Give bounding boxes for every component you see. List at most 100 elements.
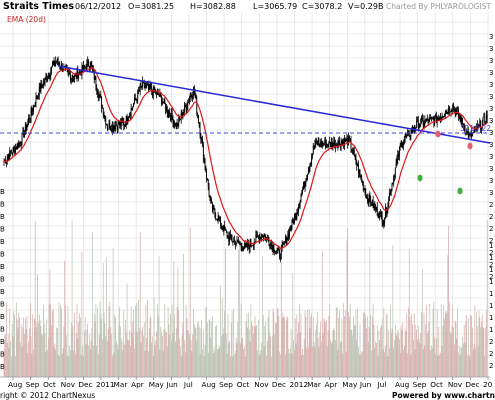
volume-bar [90, 340, 92, 377]
candle-body [115, 125, 117, 127]
volume-bar [120, 338, 122, 377]
volume-bar [298, 303, 300, 377]
volume-bar [184, 352, 186, 377]
volume-bar [411, 314, 413, 377]
volume-bar [317, 311, 318, 377]
volume-bar [55, 349, 57, 377]
candle-body [173, 122, 175, 125]
volume-bar [73, 350, 75, 377]
volume-bar [276, 322, 277, 377]
x-tick-label: Nov [61, 380, 76, 389]
candle-body [478, 124, 480, 126]
volume-bar [63, 326, 65, 377]
volume-bar [185, 305, 187, 377]
candle-body [170, 112, 172, 121]
volume-bar [458, 345, 460, 377]
volume-bar [240, 303, 242, 377]
volume-bar [41, 333, 43, 377]
volume-bar [444, 311, 446, 377]
volume-bar [135, 331, 137, 377]
candle-body [85, 67, 87, 71]
candle-body [108, 123, 110, 129]
volume-bar [127, 339, 129, 377]
volume-bar [191, 350, 193, 377]
volume-bar [22, 327, 24, 377]
price-axis-label: 3 [489, 81, 493, 89]
volume-bar [330, 343, 332, 377]
candle-body [29, 118, 31, 120]
volume-bar [415, 324, 417, 377]
volume-bar [76, 303, 78, 377]
candle-body [172, 118, 174, 125]
candle-body [39, 86, 41, 92]
volume-bar [262, 315, 264, 377]
volume-bars [3, 219, 488, 377]
candle-body [300, 196, 302, 202]
volume-bar [478, 310, 480, 377]
volume-bar [152, 356, 154, 377]
candle-body [129, 114, 131, 116]
volume-bar [175, 341, 176, 377]
volume-bar [3, 349, 5, 377]
volume-bar [125, 319, 126, 377]
x-tick-label: Oct [43, 380, 56, 389]
candle-body [98, 95, 100, 98]
candle-body [417, 119, 419, 129]
candle-body [426, 118, 427, 122]
candle-body [259, 236, 261, 242]
volume-bar [285, 354, 286, 377]
candle-body [157, 91, 159, 95]
volume-bar [397, 329, 399, 377]
volume-bar [285, 320, 287, 377]
candle-body [170, 116, 171, 121]
candle-body [212, 205, 214, 210]
candle-body [99, 95, 101, 97]
volume-bar [335, 307, 337, 377]
candle-body [289, 229, 290, 237]
volume-bar [61, 353, 63, 377]
volume-bar [339, 309, 340, 377]
candle-body [88, 66, 90, 69]
volume-bar [303, 339, 305, 377]
candle-body [329, 141, 331, 143]
price-axis-label: 2 [489, 213, 493, 221]
candle-body [370, 199, 372, 205]
x-tick-label: Aug [202, 380, 216, 389]
candle-body [166, 106, 167, 111]
candle-body [199, 126, 201, 136]
volume-bar [283, 317, 285, 377]
candle-body [311, 156, 313, 163]
candle-body [160, 92, 162, 96]
candle-body [304, 181, 306, 188]
volume-bar [151, 342, 153, 377]
volume-bar [7, 334, 9, 377]
volume-bar [248, 329, 250, 377]
candle-body [477, 124, 479, 126]
volume-bar [371, 316, 373, 377]
candle-body [260, 236, 262, 240]
volume-bar [326, 345, 328, 377]
volume-bar [381, 318, 383, 377]
candle-body [46, 77, 48, 81]
candle-body [382, 222, 384, 225]
candle-body [420, 119, 422, 125]
volume-bar [91, 327, 93, 377]
volume-bar [21, 346, 23, 377]
candle-body [177, 123, 179, 126]
volume-bar [102, 339, 103, 377]
volume-bar [263, 346, 265, 377]
volume-bar [475, 347, 477, 377]
candle-body [327, 144, 329, 147]
price-axis-label: 3 [489, 117, 493, 125]
volume-bar [282, 312, 284, 377]
volume-bar [431, 347, 433, 377]
volume-bar [202, 348, 203, 377]
candle-body [149, 84, 151, 89]
x-tick-label: Jul [183, 380, 193, 389]
candle-body [317, 141, 319, 146]
candle-body [282, 244, 284, 246]
volume-bar [234, 353, 235, 377]
volume-bar [429, 303, 431, 377]
volume-bar [23, 317, 25, 377]
candle-body [252, 244, 253, 246]
